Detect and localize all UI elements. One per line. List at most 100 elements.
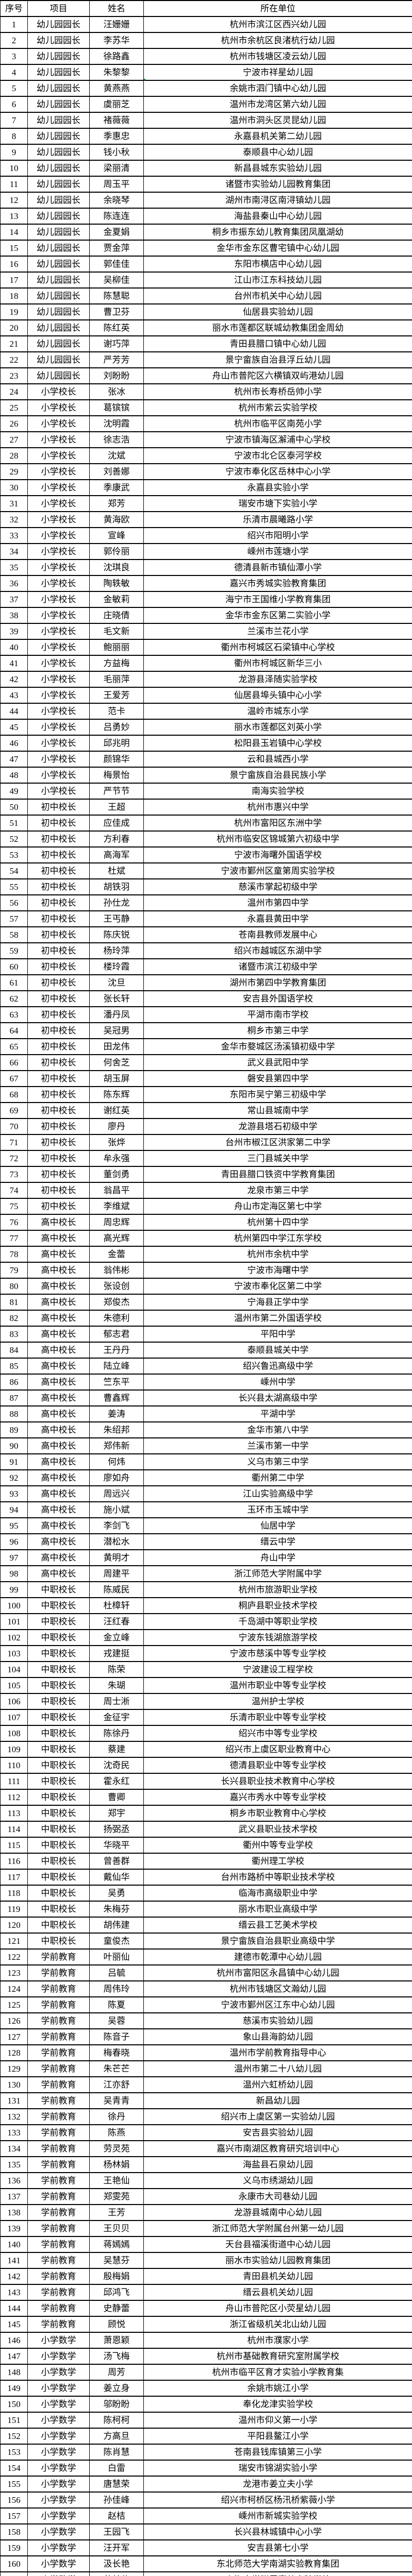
table-row: 86 高中校长 竺东平 嵊州中学	[0, 1374, 412, 1391]
cell-category: 小学校长	[27, 575, 90, 592]
cell-unit: 玉环市玉城中学	[143, 1501, 412, 1518]
cell-category: 高中校长	[27, 1374, 90, 1391]
cell-unit: 金华市金东区第二实验小学	[143, 607, 412, 624]
cell-unit: 青田县腊口铁资中学教育集团	[143, 1166, 412, 1183]
table-header: 序号 项目 姓名 所在单位	[0, 0, 412, 17]
cell-name: 陈红英	[89, 319, 144, 336]
table-row: 127 学前教育 陈音子 象山县海韵幼儿园	[0, 2028, 412, 2045]
cell-name: 竺东平	[89, 1374, 144, 1391]
cell-no: 53	[0, 846, 28, 863]
table-row: 132 学前教育 徐丹 绍兴市上虞区第一实验幼儿园	[0, 2108, 412, 2125]
cell-category: 中职校长	[27, 1613, 90, 1630]
cell-unit: 江山市江东科技幼儿园	[143, 272, 412, 289]
cell-name: 梅春晓	[89, 2044, 144, 2061]
cell-name: 高海军	[89, 846, 144, 863]
cell-category: 小学校长	[27, 671, 90, 688]
cell-category: 学前教育	[27, 2044, 90, 2061]
cell-no: 61	[0, 974, 28, 991]
cell-name: 萧恩颖	[89, 2332, 144, 2349]
cell-name: 王贝贝	[89, 2220, 144, 2237]
table-row: 65 初中校长 田龙伟 金华市婺城区汤溪镇初级中学	[0, 1038, 412, 1055]
column-header-name: 姓名	[89, 0, 144, 17]
cell-no: 47	[0, 751, 28, 768]
cell-no: 7	[0, 112, 28, 129]
cell-name: 庄晓倩	[89, 607, 144, 624]
cell-category: 高中校长	[27, 1389, 90, 1406]
cell-name: 吴蓉	[89, 2012, 144, 2029]
cell-name: 王超	[89, 799, 144, 816]
cell-category: 小学校长	[27, 703, 90, 720]
table-row: 19 幼儿园园长 曹卫芬 仙居县实验幼儿园	[0, 303, 412, 320]
cell-category: 幼儿园园长	[27, 367, 90, 384]
cell-name: 蒋嫣嫣	[89, 2236, 144, 2253]
cell-no: 24	[0, 383, 28, 400]
cell-name: 王丹丹	[89, 1342, 144, 1359]
cell-unit: 丽水市莲都区刘英小学	[143, 719, 412, 736]
cell-unit: 平阳县鳌江小学	[143, 2428, 412, 2445]
cell-category: 高中校长	[27, 1326, 90, 1343]
cell-name: 李苏华	[89, 32, 144, 49]
table-row: 90 高中校长 郑伟新 兰溪市第一中学	[0, 1437, 412, 1454]
cell-category: 初中校长	[27, 815, 90, 832]
cell-name: 邱兆明	[89, 735, 144, 752]
cell-name: 陈威民	[89, 1581, 144, 1598]
cell-unit: 杭州市钱塘区文瀚幼儿园	[143, 1980, 412, 1997]
table-row: 115 中职校长 华晓平 衢州中等专业学校	[0, 1837, 412, 1854]
table-row: 21 幼儿园园长 谢巧萍 青田县腊口镇中心幼儿园	[0, 335, 412, 352]
table-row: 62 初中校长 张长轩 安吉县外国语学校	[0, 990, 412, 1007]
table-row: 18 幼儿园园长 陈慧聪 台州市机关中心幼儿园	[0, 287, 412, 304]
table-row: 106 中职校长 周士淅 温州护士学校	[0, 1693, 412, 1710]
table-row: 161小学数学范林伟上海大学附属嘉善实验学校	[0, 2571, 412, 2576]
cell-category: 学前教育	[27, 1964, 90, 1981]
cell-no: 158	[0, 2523, 28, 2540]
table-row: 96 高中校长 潜松水 缙云中学	[0, 1533, 412, 1550]
table-row: 54 初中校长 杜斌 宁波市鄞州区童第周实验学校	[0, 862, 412, 879]
cell-name: 陈音子	[89, 2028, 144, 2045]
cell-name: 王园飞	[89, 2523, 144, 2540]
cell-category: 高中校长	[27, 1517, 90, 1534]
cell-unit: 云和县城西小学	[143, 751, 412, 768]
cell-category: 学前教育	[27, 2220, 90, 2237]
cell-category: 小学校长	[27, 783, 90, 800]
cell-unit: 泰顺县城关中学	[143, 1342, 412, 1359]
table-row: 116 中职校长 曾善群 衢州理工学校	[0, 1853, 412, 1870]
table-row: 25 小学校长 葛镔镔 杭州市紫云实验学校	[0, 399, 412, 416]
cell-category: 高中校长	[27, 1310, 90, 1327]
table-row: 142 学前教育 殷梅娟 青田县机关幼儿园	[0, 2268, 412, 2285]
cell-name: 劳灵苑	[89, 2140, 144, 2157]
cell-unit: 兰溪市兰花小学	[143, 623, 412, 640]
cell-unit: 温州市第四中学	[143, 894, 412, 911]
table-row: 135 学前教育 杨林娟 海盐县石泉幼儿园	[0, 2156, 412, 2173]
table-row: 140 学前教育 蒋嫣嫣 天台县福溪街道中心幼儿园	[0, 2236, 412, 2253]
table-row: 107 中职校长 金征宇 乐清市职业中等专业学校	[0, 1709, 412, 1726]
cell-no: 17	[0, 272, 28, 289]
cell-no: 10	[0, 160, 28, 177]
cell-no: 9	[0, 144, 28, 161]
cell-no: 159	[0, 2539, 28, 2556]
cell-category: 小学校长	[27, 383, 90, 400]
cell-category: 小学校长	[27, 751, 90, 768]
table-row: 151 小学数学 陈柯柯 温州市仰义第一小学	[0, 2412, 412, 2429]
table-row: 39 小学校长 毛文新 兰溪市兰花小学	[0, 623, 412, 640]
cell-category: 学前教育	[27, 2204, 90, 2221]
cell-no: 105	[0, 1677, 28, 1694]
cell-no: 104	[0, 1661, 28, 1678]
cell-unit: 温州市龙湾区第六幼儿园	[143, 96, 412, 113]
cell-unit: 宁波市奉化区第二中学	[143, 1278, 412, 1295]
cell-unit: 金华市金东区曹宅镇中心幼儿园	[143, 240, 412, 257]
cell-category: 学前教育	[27, 2092, 90, 2109]
cell-name: 张设创	[89, 1278, 144, 1295]
table-row: 68 初中校长 陈东辉 东阳市吴宁第三初级中学	[0, 1086, 412, 1103]
cell-name: 沈旦	[89, 974, 144, 991]
cell-name: 陈连连	[89, 208, 144, 225]
table-row: 126 学前教育 吴蓉 慈溪市实验幼儿园	[0, 2012, 412, 2029]
cell-unit: 宁波市镇海区澥浦中心学校	[143, 431, 412, 448]
column-header-no: 序号	[0, 0, 28, 17]
cell-name: 曾善群	[89, 1853, 144, 1870]
cell-unit: 桐乡市振东幼儿教育集团凤凰湖幼	[143, 224, 412, 241]
cell-no: 131	[0, 2092, 28, 2109]
cell-unit: 宁波市海曙中学	[143, 1262, 412, 1279]
table-row: 148 小学数学 周芳 杭州市临平区育才实验小学教育集	[0, 2364, 412, 2381]
cell-unit: 余姚市泗门镇中心幼儿园	[143, 80, 412, 97]
cell-name: 陈庆锐	[89, 926, 144, 943]
